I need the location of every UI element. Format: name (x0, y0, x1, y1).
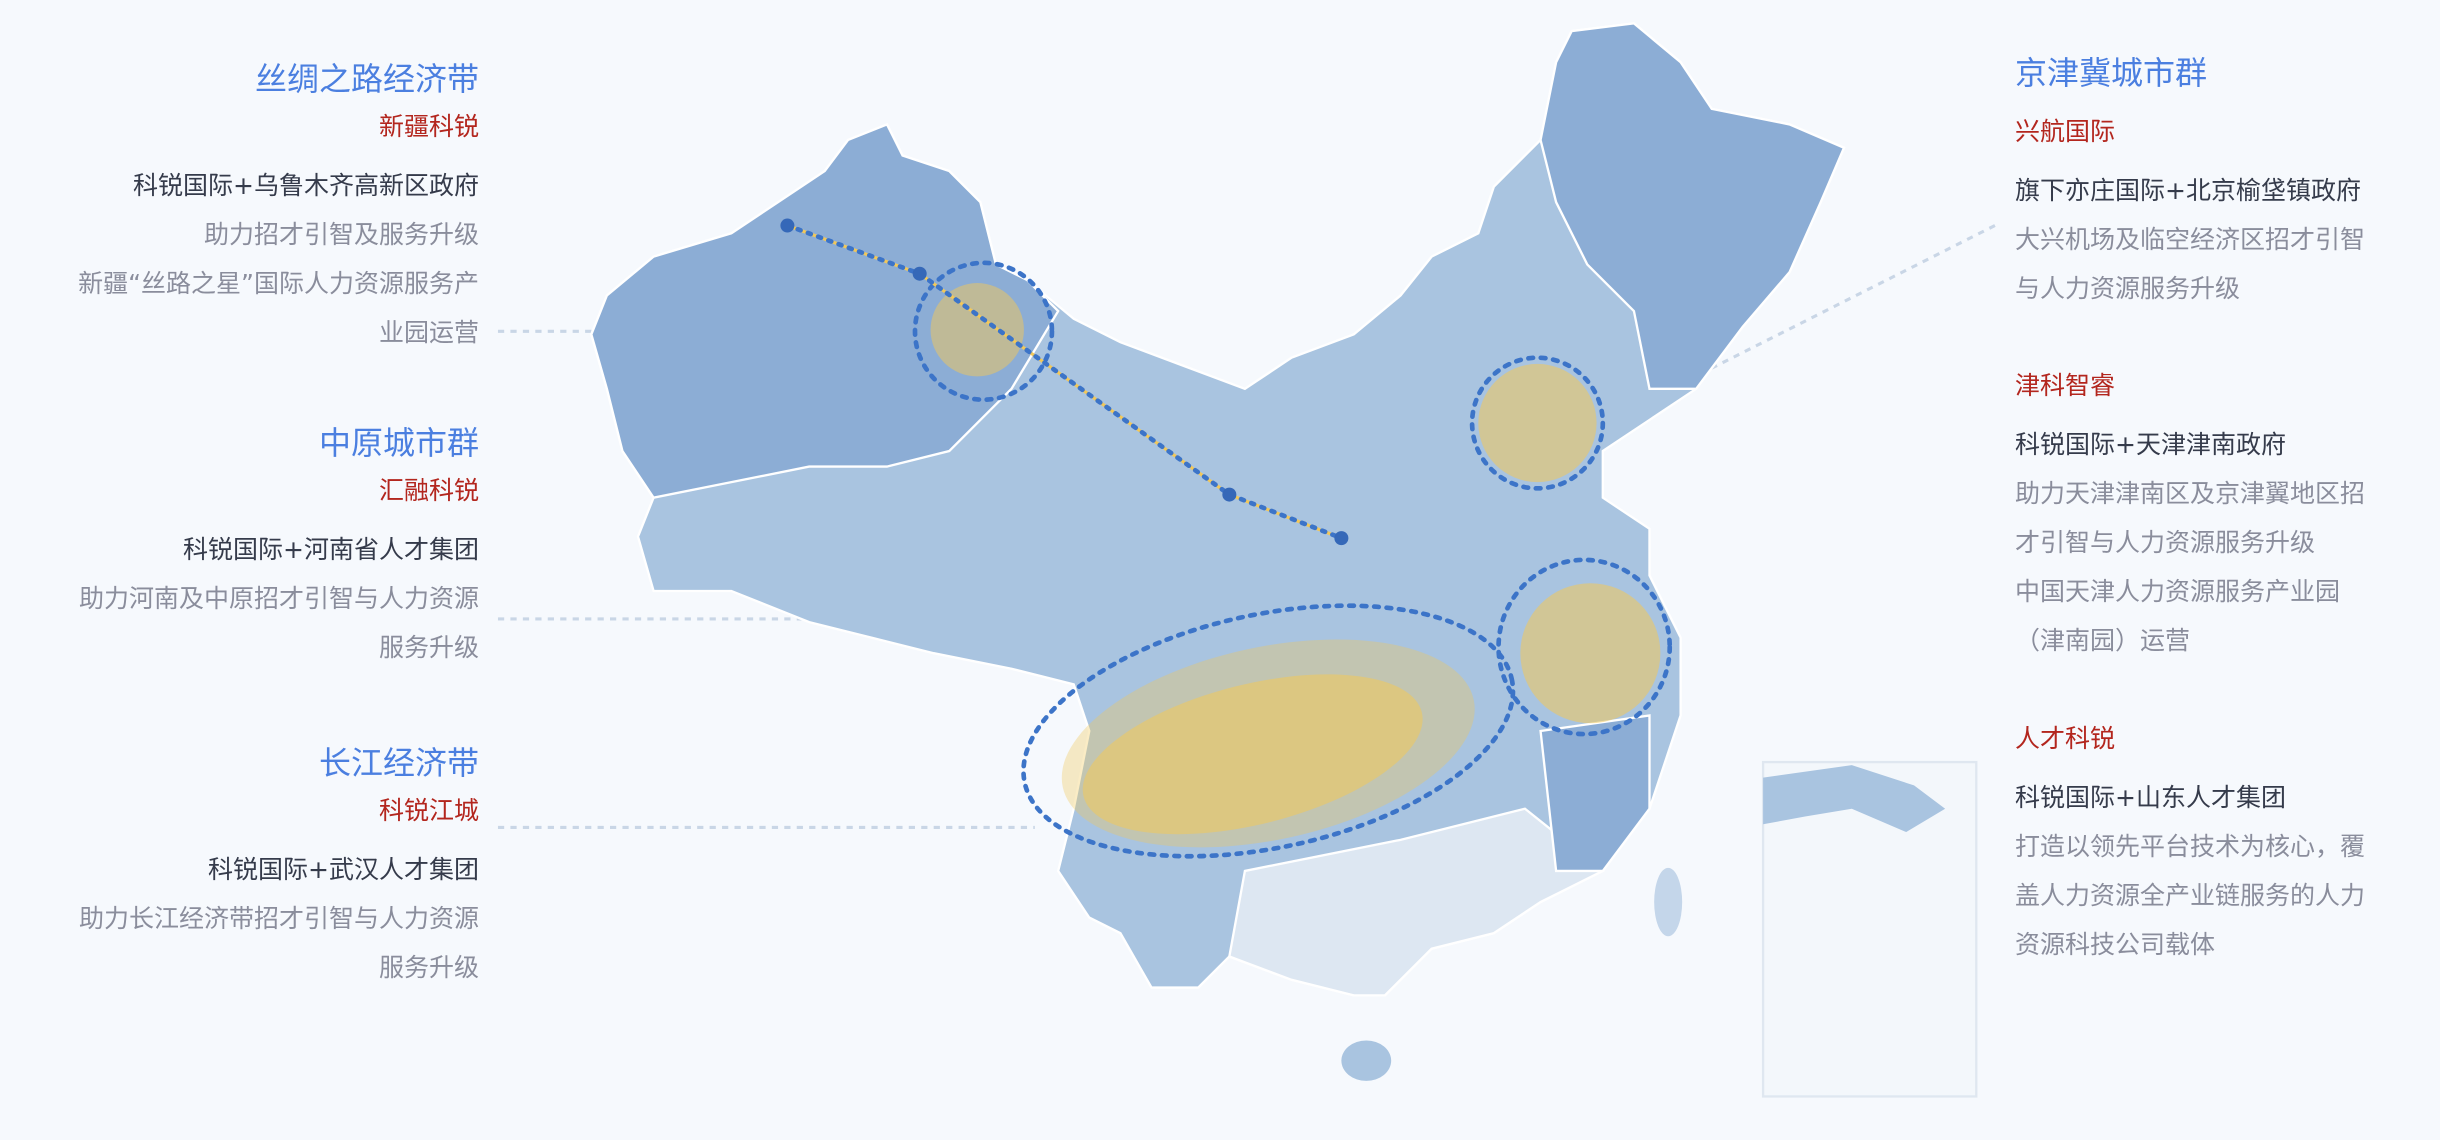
yangtze-dotted-ring (1021, 603, 1516, 859)
description-line: （津南园）运营 (2015, 626, 2191, 655)
description-line: 助力河南及中原招才引智与人力资源 (78, 584, 479, 613)
xinjiang-highlight (930, 283, 1024, 377)
route-point (1222, 487, 1237, 502)
xinghang-block: 兴航国际 旗下亦庄国际+北京榆垡镇政府 大兴机场及临空经济区招才引智 与人力资源… (2015, 107, 2425, 313)
company-name: 汇融科锐 (378, 476, 479, 505)
description-line: 大兴机场及临空经济区招才引智 (2015, 225, 2366, 254)
company-name: 兴航国际 (2015, 117, 2116, 146)
partner: 科锐国际+天津津南政府 (2015, 430, 2286, 459)
route-point (912, 266, 927, 281)
yangtze-block: 长江经济带 科锐江城 科锐国际+武汉人才集团 助力长江经济带招才引智与人力资源 … (79, 740, 479, 992)
central-plains-block: 中原城市群 汇融科锐 科锐国际+河南省人才集团 助力河南及中原招才引智与人力资源… (79, 420, 479, 672)
description-line: 才引智与人力资源服务升级 (2015, 528, 2316, 557)
southeast-coast (1539, 714, 1651, 873)
partner: 科锐国际+河南省人才集团 (183, 535, 479, 564)
inset-coast (1763, 765, 1946, 833)
shanghai-dotted-ring (1496, 557, 1673, 737)
description-line: 业园运营 (378, 318, 479, 347)
beijing-dotted-ring (1469, 355, 1606, 491)
partner: 科锐国际+乌鲁木齐高新区政府 (133, 171, 479, 200)
yangtze-highlight-inner (1082, 674, 1423, 835)
region-title: 长江经济带 (318, 744, 479, 782)
route-point (1334, 531, 1349, 546)
beijing-highlight (1478, 363, 1597, 483)
company-name: 新疆科锐 (378, 112, 479, 141)
shanghai-highlight (1520, 583, 1661, 724)
xinjiang-dotted-ring (912, 260, 1055, 403)
description-line: 与人力资源服务升级 (2015, 274, 2241, 303)
description-line: 新疆“丝路之星”国际人力资源服务产 (78, 269, 479, 298)
partner: 科锐国际+山东人才集团 (2015, 783, 2286, 812)
description-line: 资源科技公司载体 (2015, 930, 2216, 959)
route-point (780, 218, 795, 233)
region-title: 京津冀城市群 (2015, 54, 2208, 92)
description-line: 助力长江经济带招才引智与人力资源 (78, 904, 479, 933)
silk-road-dotted (785, 223, 1344, 541)
highlights (780, 218, 1673, 859)
silk-road-block: 丝绸之路经济带 新疆科锐 科锐国际+乌鲁木齐高新区政府 助力招才引智及服务升级 … (78, 56, 479, 357)
south-region (1228, 807, 1605, 997)
description-line: 中国天津人力资源服务产业园 (2015, 577, 2341, 606)
company-name: 人才科锐 (2015, 724, 2116, 753)
description-line: 助力招才引智及服务升级 (203, 220, 479, 249)
region-title: 丝绸之路经济带 (254, 60, 479, 98)
partner: 科锐国际+武汉人才集团 (208, 855, 479, 884)
company-name: 津科智睿 (2015, 371, 2116, 400)
south-sea-inset (1761, 760, 1978, 1098)
rencai-block: 人才科锐 科锐国际+山东人才集团 打造以领先平台技术为核心，覆 盖人力资源全产业… (2015, 714, 2425, 969)
partner: 旗下亦庄国际+北京榆垡镇政府 (2015, 176, 2361, 205)
northeast-region (1539, 22, 1846, 390)
description-line: 盖人力资源全产业链服务的人力 (2015, 881, 2366, 910)
description-line: 助力天津津南区及京津翼地区招 (2015, 479, 2366, 508)
description-line: 服务升级 (378, 953, 479, 982)
hainan (1341, 1040, 1392, 1081)
region-title: 中原城市群 (318, 424, 479, 462)
jinke-block: 津科智睿 科锐国际+天津津南政府 助力天津津南区及京津翼地区招 才引智与人力资源… (2015, 361, 2425, 665)
description-line: 服务升级 (378, 633, 479, 662)
company-name: 科锐江城 (378, 796, 479, 825)
description-line: 打造以领先平台技术为核心，覆 (2015, 832, 2366, 861)
jingjinji-title-block: 京津冀城市群 (2015, 50, 2425, 96)
taiwan (1654, 867, 1683, 937)
